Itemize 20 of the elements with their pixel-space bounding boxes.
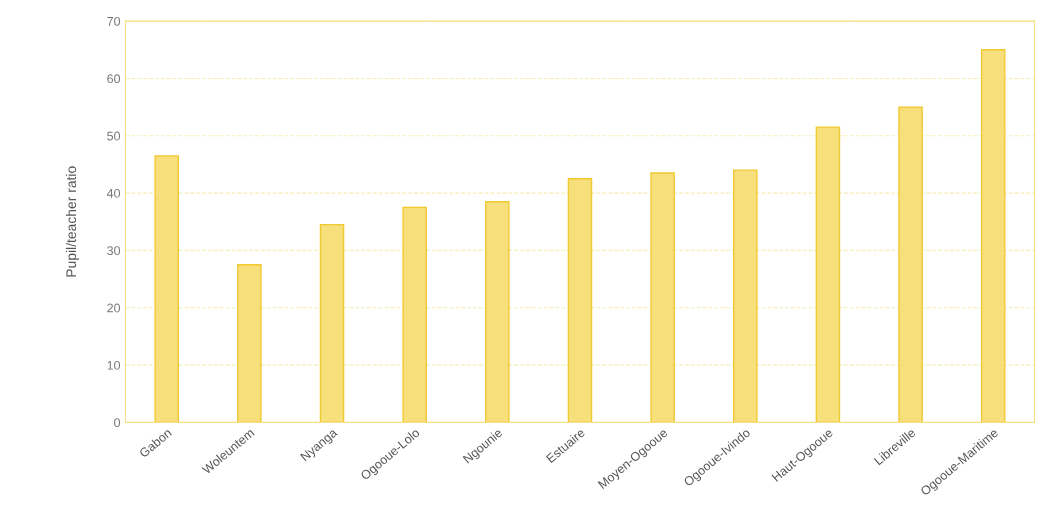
y-tick-label: 40 <box>106 188 121 198</box>
bar <box>733 169 758 423</box>
y-axis-title: Pupil/teacher ratio <box>65 166 79 277</box>
y-tick-label: 50 <box>107 131 121 141</box>
y-tick-label: 0 <box>114 418 121 428</box>
bar <box>237 264 262 423</box>
bar <box>815 126 841 423</box>
bar <box>319 223 345 423</box>
y-tick-label: 20 <box>107 303 121 313</box>
bar <box>567 178 593 423</box>
bar <box>485 201 510 423</box>
bar <box>154 155 179 423</box>
y-tick-label: 30 <box>107 246 121 256</box>
y-tick-label: 60 <box>107 74 121 84</box>
bar <box>980 49 1006 423</box>
bar <box>650 172 675 423</box>
y-tick-label: 70 <box>107 16 121 26</box>
y-tick-label: 10 <box>107 360 121 370</box>
bar <box>402 206 427 423</box>
bar <box>898 106 923 423</box>
